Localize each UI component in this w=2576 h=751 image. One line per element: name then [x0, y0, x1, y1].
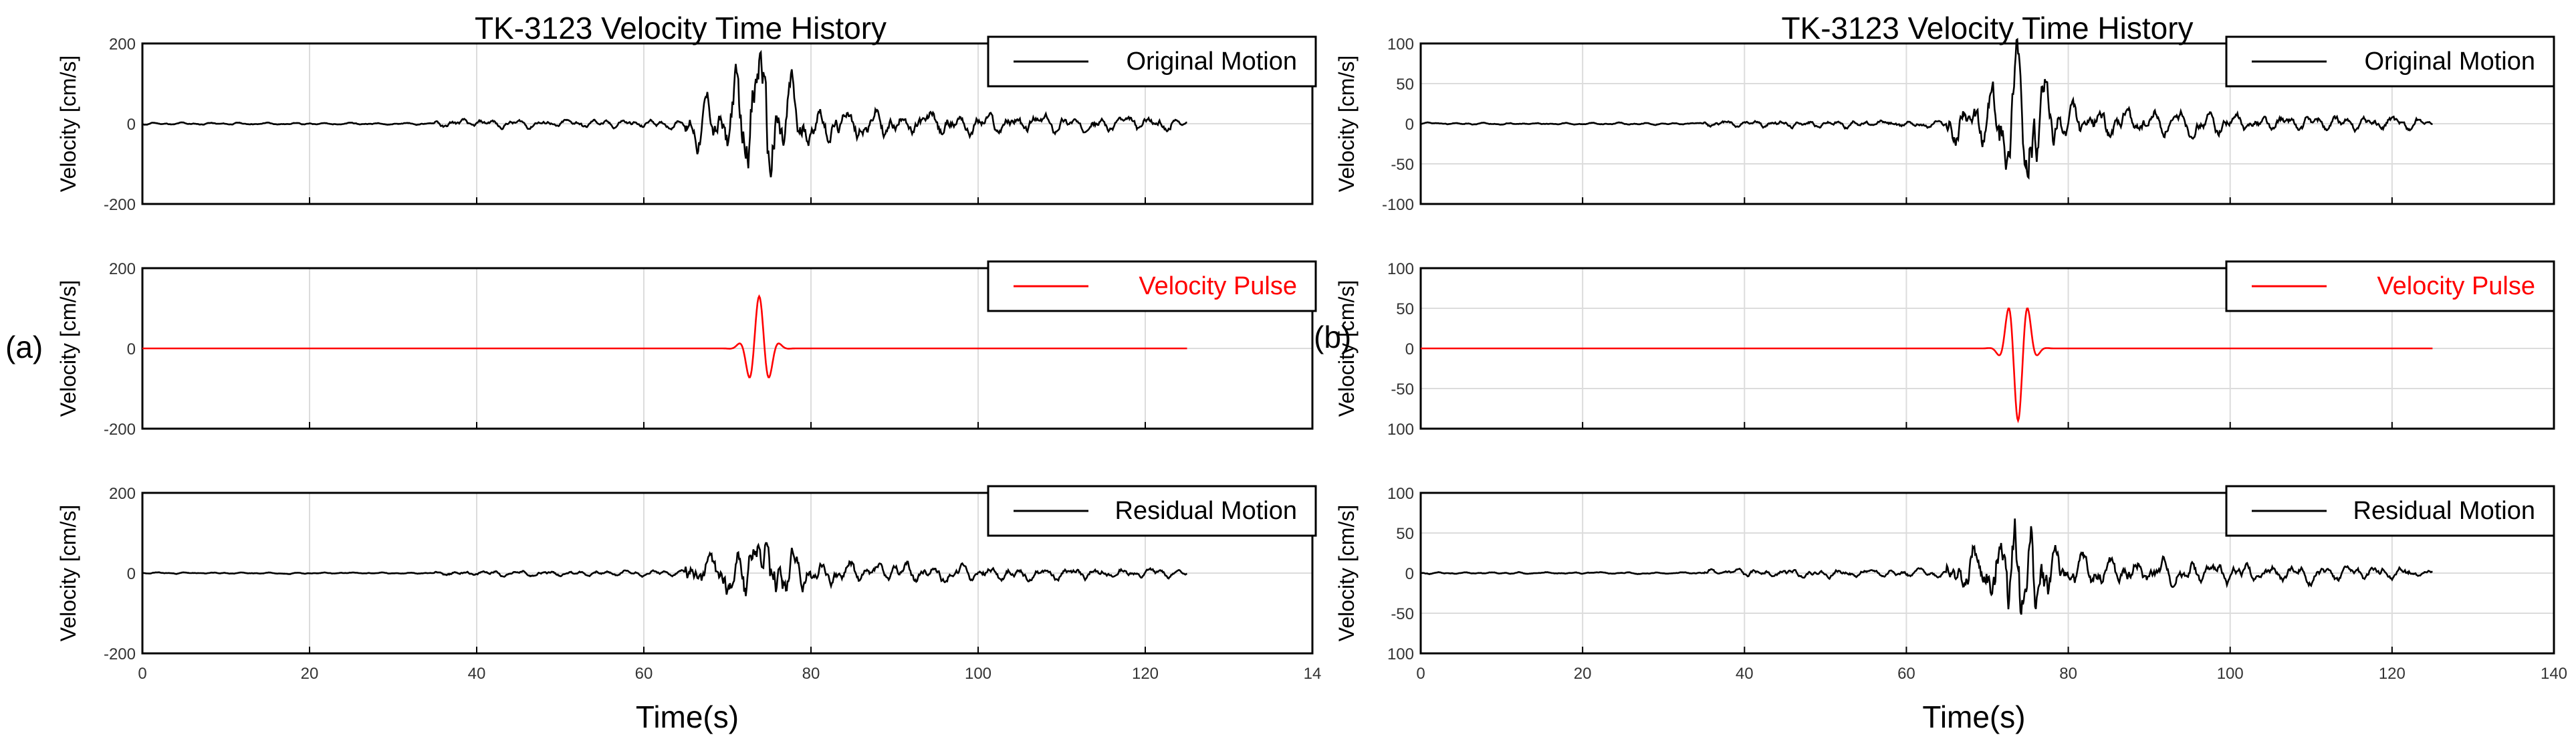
chart-title: TK-3123 Velocity Time History [475, 11, 887, 45]
x-tick-label: 100 [965, 665, 991, 683]
y-tick-label: 200 [109, 35, 136, 53]
x-tick-label: 60 [1897, 665, 1915, 683]
x-tick-label: 80 [802, 665, 820, 683]
y-axis-label: Velocity [cm/s] [56, 56, 80, 193]
subplot-original-motion: 200 0 -200 Velocity [cm/s] Original Motion [56, 35, 1317, 214]
axes-frame [141, 42, 1314, 205]
series-line [1421, 307, 2433, 424]
x-axis-label: Time(s) [636, 700, 739, 734]
legend: Velocity Pulse [987, 260, 1317, 312]
y-axis-label: Velocity [cm/s] [1334, 56, 1359, 193]
x-axis-label: Time(s) [1922, 700, 2025, 734]
y-tick-label: 50 [1396, 300, 1414, 318]
x-tick-label: 14 [1304, 665, 1322, 683]
subplot-original-motion: 100 50 0 -50 -100 Velocity [cm/s] Original Mot… [1334, 35, 2555, 214]
legend: Original Motion [987, 35, 1317, 88]
y-tick-label: -200 [104, 421, 136, 439]
x-tick-label: 0 [1416, 665, 1425, 683]
y-tick-label: 100 [1387, 260, 1414, 278]
legend: Residual Motion [2225, 485, 2555, 537]
y-tick-label: -50 [1391, 605, 1414, 623]
x-tick-label: 100 [2217, 665, 2244, 683]
y-tick-label: 0 [1405, 340, 1414, 358]
series-line [142, 542, 1187, 597]
panel-label-b: (b) [1314, 320, 1351, 354]
y-tick-label: -50 [1391, 381, 1414, 399]
y-tick-label: 200 [109, 260, 136, 278]
y-tick-label: 100 [1387, 645, 1414, 663]
x-tick-label: 60 [635, 665, 653, 683]
series-line [142, 49, 1187, 178]
legend-label: Velocity Pulse [1139, 272, 1297, 300]
x-tick-label: 40 [1736, 665, 1754, 683]
legend-label: Velocity Pulse [2377, 272, 2535, 300]
y-tick-label: -200 [104, 645, 136, 663]
legend-label: Residual Motion [1115, 497, 1297, 525]
chart-panel-a: TK-3123 Velocity Time HistoryTime(s)2000… [56, 11, 1321, 734]
x-tick-label: 20 [1574, 665, 1592, 683]
y-tick-label: -50 [1391, 156, 1414, 174]
legend-label: Original Motion [2364, 47, 2535, 76]
subplot-residual-motion: 0 20 40 60 80 100 120 140 100 50 0 -50 100 Velocity [… [1334, 485, 2567, 683]
y-tick-label: 0 [1405, 116, 1414, 134]
y-tick-label: 100 [1387, 485, 1414, 503]
chart-panel-b: TK-3123 Velocity Time History Time(s) 100 5… [1334, 11, 2567, 734]
y-tick-label: 100 [1387, 35, 1414, 53]
x-tick-label: 20 [301, 665, 319, 683]
y-tick-label: 50 [1396, 76, 1414, 94]
y-tick-label: 50 [1396, 525, 1414, 543]
y-tick-label: 200 [109, 485, 136, 503]
x-tick-label: 120 [2379, 665, 2406, 683]
x-tick-label: 80 [2059, 665, 2077, 683]
y-tick-label: 0 [127, 565, 136, 583]
y-axis-label: Velocity [cm/s] [1334, 505, 1359, 642]
legend: Residual Motion [987, 485, 1317, 537]
y-axis-label: Velocity [cm/s] [1334, 280, 1359, 417]
legend-box [2225, 485, 2555, 537]
y-tick-label: -200 [104, 196, 136, 214]
y-axis-label: Velocity [cm/s] [56, 280, 80, 417]
series-line [1420, 37, 2433, 180]
y-tick-label: 0 [127, 340, 136, 358]
x-tick-label: 120 [1132, 665, 1159, 683]
x-tick-label: 40 [468, 665, 486, 683]
subplot-velocity-pulse: 200 0 -200 Velocity [cm/s] Velocity Pulse [56, 260, 1317, 439]
legend: Original Motion [2225, 35, 2555, 88]
legend-label: Original Motion [1126, 47, 1297, 76]
y-tick-label: 0 [1405, 565, 1414, 583]
x-tick-label: 0 [138, 665, 146, 683]
y-tick-label: 0 [127, 116, 136, 134]
y-tick-label: -100 [1382, 196, 1414, 214]
y-axis-label: Velocity [cm/s] [56, 505, 80, 642]
subplot-velocity-pulse: 100 50 0 -50 100 Velocity [cm/s] Velocity Puls… [1334, 260, 2555, 439]
legend: Velocity Pulse [2225, 260, 2555, 312]
x-tick-label: 140 [2541, 665, 2567, 683]
series-line [1420, 518, 2433, 615]
legend-label: Residual Motion [2353, 497, 2535, 525]
y-tick-label: 100 [1387, 421, 1414, 439]
chart-title: TK-3123 Velocity Time History [1781, 11, 2193, 45]
panel-label-a: (a) [5, 330, 43, 364]
series-line [142, 294, 1187, 379]
